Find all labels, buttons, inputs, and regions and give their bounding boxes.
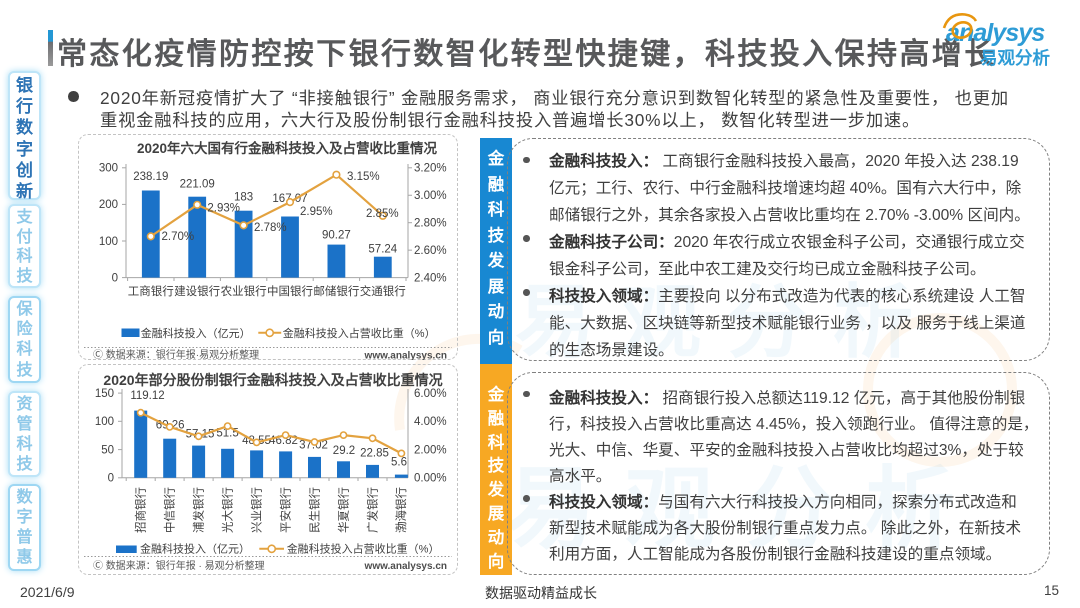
svg-text:交通银行: 交通银行 [360,284,406,298]
svg-text:22.85: 22.85 [360,447,389,459]
svg-text:0: 0 [112,272,118,284]
svg-text:5.6: 5.6 [391,457,407,469]
svg-text:金融科技投入（亿元）: 金融科技投入（亿元） [140,542,250,556]
svg-text:易观分析: 易观分析 [980,48,1050,68]
svg-text:2.80%: 2.80% [414,218,447,230]
svg-text:0: 0 [108,473,114,485]
svg-text:广发银行: 广发银行 [365,487,379,533]
svg-text:300: 300 [99,163,118,175]
svg-text:易观分析: 易观分析 [505,460,985,560]
svg-text:农业银行: 农业银行 [221,284,267,298]
svg-text:浦发银行: 浦发银行 [191,487,205,533]
svg-text:100: 100 [95,416,114,428]
svg-text:2.60%: 2.60% [414,245,447,257]
svg-text:3.20%: 3.20% [414,163,447,175]
svg-text:2.40%: 2.40% [414,272,447,284]
svg-text:招商银行: 招商银行 [134,487,148,533]
svg-text:0.00%: 0.00% [414,473,447,485]
svg-text:50: 50 [101,444,114,456]
svg-text:2020年部分股份制银行金融科技投入及占营收比重情况: 2020年部分股份制银行金融科技投入及占营收比重情况 [103,372,442,388]
svg-text:金融科技投入（亿元）: 金融科技投入（亿元） [141,326,251,340]
svg-text:238.19: 238.19 [133,171,168,183]
svg-text:3.00%: 3.00% [414,190,447,202]
svg-text:工商银行: 工商银行 [128,284,174,298]
svg-text:2020年六大国有行金融科技投入及占营收比重情况: 2020年六大国有行金融科技投入及占营收比重情况 [137,140,438,156]
svg-text:57.24: 57.24 [368,244,397,256]
svg-text:6.00%: 6.00% [414,388,447,400]
svg-text:4.00%: 4.00% [414,416,447,428]
svg-text:150: 150 [95,388,114,400]
svg-text:2.70%: 2.70% [162,231,195,243]
svg-text:90.27: 90.27 [322,230,351,242]
svg-text:兴业银行: 兴业银行 [249,487,263,533]
svg-text:易观分析: 易观分析 [515,278,939,367]
svg-text:中国银行: 中国银行 [267,284,313,298]
svg-text:2.95%: 2.95% [300,206,333,218]
svg-text:建设银行: 建设银行 [174,284,220,298]
svg-text:3.15%: 3.15% [347,171,380,183]
svg-text:邮储银行: 邮储银行 [313,284,359,298]
svg-text:金融科技投入占营收比重（%）: 金融科技投入占营收比重（%） [287,542,440,556]
svg-text:2.78%: 2.78% [254,222,287,234]
svg-text:119.12: 119.12 [130,390,164,402]
svg-text:www.analysys.cn: www.analysys.cn [364,561,447,572]
svg-text:183: 183 [234,191,253,203]
svg-text:221.09: 221.09 [180,179,215,191]
svg-text:平安银行: 平安银行 [278,487,292,533]
svg-text:29.2: 29.2 [333,445,355,457]
svg-text:中信银行: 中信银行 [163,487,177,533]
svg-text:2.00%: 2.00% [414,444,447,456]
svg-text:华夏银行: 华夏银行 [336,487,350,533]
svg-text:200: 200 [99,199,118,211]
svg-text:100: 100 [99,236,118,248]
svg-text:渤海银行: 渤海银行 [394,487,408,533]
svg-text:民生银行: 民生银行 [307,487,321,533]
svg-text:金融科技投入占营收比重（%）: 金融科技投入占营收比重（%） [283,326,436,340]
svg-text:Ⓒ 数据来源：银行年报·易观分析整理: Ⓒ 数据来源：银行年报·易观分析整理 [93,348,259,360]
svg-text:www.analysys.cn: www.analysys.cn [364,351,447,361]
svg-text:Ⓒ 数据来源：银行年报 · 易观分析整理: Ⓒ 数据来源：银行年报 · 易观分析整理 [93,559,265,572]
svg-text:2.93%: 2.93% [207,203,240,215]
svg-text:光大银行: 光大银行 [220,487,234,533]
svg-text:analysys: analysys [946,19,1045,47]
svg-text:2.85%: 2.85% [366,208,399,220]
